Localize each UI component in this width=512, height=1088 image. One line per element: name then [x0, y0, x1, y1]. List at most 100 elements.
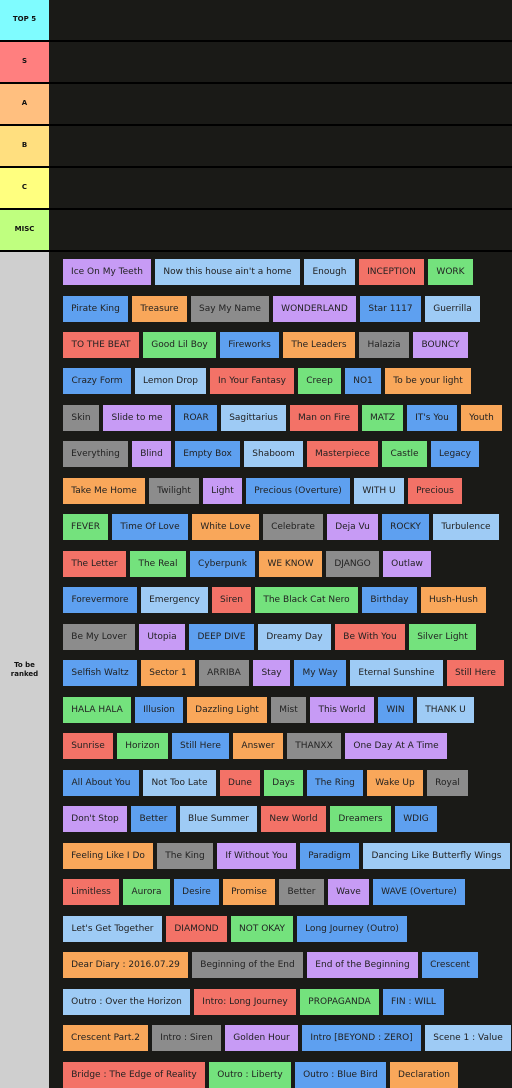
tier-drop-zone-s[interactable]: [51, 42, 512, 82]
tier-drop-zone-misc[interactable]: [51, 210, 512, 250]
song-chip-my-way[interactable]: My Way: [294, 660, 346, 686]
song-chip-fever[interactable]: FEVER: [63, 514, 108, 540]
song-chip-outlaw[interactable]: Outlaw: [383, 551, 431, 577]
song-chip-illusion[interactable]: Illusion: [135, 697, 183, 723]
song-chip-with-u[interactable]: WITH U: [354, 478, 404, 504]
song-chip-outro-over-the-horizon[interactable]: Outro : Over the Horizon: [63, 989, 190, 1015]
song-chip-aurora[interactable]: Aurora: [123, 879, 170, 905]
song-chip-answer[interactable]: Answer: [233, 733, 283, 759]
song-chip-pirate-king[interactable]: Pirate King: [63, 296, 128, 322]
song-chip-royal[interactable]: Royal: [427, 770, 468, 796]
song-chip-limitless[interactable]: Limitless: [63, 879, 119, 905]
song-chip-good-lil-boy[interactable]: Good Lil Boy: [143, 332, 216, 358]
song-chip-not-too-late[interactable]: Not Too Late: [143, 770, 216, 796]
song-chip-fin-will[interactable]: FIN : WILL: [383, 989, 444, 1015]
song-chip-better[interactable]: Better: [279, 879, 324, 905]
song-chip-dreamers[interactable]: Dreamers: [330, 806, 391, 832]
song-chip-matz[interactable]: MATZ: [362, 405, 403, 431]
song-chip-django[interactable]: DJANGO: [326, 551, 379, 577]
song-chip-don-t-stop[interactable]: Don't Stop: [63, 806, 127, 832]
song-chip-celebrate[interactable]: Celebrate: [263, 514, 323, 540]
song-chip-halazia[interactable]: Halazia: [359, 332, 409, 358]
song-chip-lemon-drop[interactable]: Lemon Drop: [135, 368, 206, 394]
song-chip-stay[interactable]: Stay: [253, 660, 290, 686]
song-chip-treasure[interactable]: Treasure: [132, 296, 187, 322]
song-chip-wave-overture[interactable]: WAVE (Overture): [373, 879, 465, 905]
song-chip-skin[interactable]: Skin: [63, 405, 99, 431]
song-chip-thanxx[interactable]: THANXX: [287, 733, 341, 759]
song-chip-sector-1[interactable]: Sector 1: [141, 660, 195, 686]
song-chip-not-okay[interactable]: NOT OKAY: [231, 916, 293, 942]
tier-drop-zone-top-5[interactable]: [51, 0, 512, 40]
song-chip-white-love[interactable]: White Love: [192, 514, 259, 540]
tier-label-s[interactable]: S: [0, 42, 49, 82]
song-chip-be-with-you[interactable]: Be With You: [335, 624, 405, 650]
song-chip-scene-1-value[interactable]: Scene 1 : Value: [425, 1025, 511, 1051]
song-chip-one-day-at-a-time[interactable]: One Day At A Time: [345, 733, 447, 759]
song-chip-horizon[interactable]: Horizon: [117, 733, 168, 759]
song-chip-dancing-like-butterfly-wings[interactable]: Dancing Like Butterfly Wings: [363, 843, 510, 869]
song-chip-paradigm[interactable]: Paradigm: [300, 843, 359, 869]
song-chip-legacy[interactable]: Legacy: [431, 441, 479, 467]
song-chip-selfish-waltz[interactable]: Selfish Waltz: [63, 660, 137, 686]
tier-label-b[interactable]: B: [0, 126, 49, 166]
song-chip-the-real[interactable]: The Real: [130, 551, 186, 577]
song-chip-creep[interactable]: Creep: [298, 368, 341, 394]
song-chip-better[interactable]: Better: [131, 806, 176, 832]
tier-drop-zone-a[interactable]: [51, 84, 512, 124]
song-chip-wonderland[interactable]: WONDERLAND: [273, 296, 356, 322]
song-chip-man-on-fire[interactable]: Man on Fire: [290, 405, 358, 431]
tier-drop-zone-c[interactable]: [51, 168, 512, 208]
song-chip-long-journey-outro[interactable]: Long Journey (Outro): [297, 916, 407, 942]
song-chip-turbulence[interactable]: Turbulence: [433, 514, 499, 540]
song-chip-ice-on-my-teeth[interactable]: Ice On My Teeth: [63, 259, 151, 285]
song-chip-mist[interactable]: Mist: [271, 697, 306, 723]
song-chip-golden-hour[interactable]: Golden Hour: [225, 1025, 298, 1051]
song-chip-the-leaders[interactable]: The Leaders: [283, 332, 355, 358]
song-chip-it-s-you[interactable]: IT's You: [407, 405, 457, 431]
song-chip-silver-light[interactable]: Silver Light: [409, 624, 476, 650]
song-chip-be-my-lover[interactable]: Be My Lover: [63, 624, 135, 650]
song-chip-precious[interactable]: Precious: [408, 478, 462, 504]
song-chip-desire[interactable]: Desire: [174, 879, 219, 905]
song-chip-rocky[interactable]: ROCKY: [382, 514, 429, 540]
song-chip-crazy-form[interactable]: Crazy Form: [63, 368, 131, 394]
song-chip-star-1117[interactable]: Star 1117: [360, 296, 421, 322]
song-chip-emergency[interactable]: Emergency: [141, 587, 208, 613]
song-chip-if-without-you[interactable]: If Without You: [217, 843, 296, 869]
song-chip-hush-hush[interactable]: Hush-Hush: [421, 587, 486, 613]
song-chip-sagittarius[interactable]: Sagittarius: [221, 405, 286, 431]
song-chip-promise[interactable]: Promise: [223, 879, 275, 905]
song-chip-beginning-of-the-end[interactable]: Beginning of the End: [192, 952, 303, 978]
song-chip-in-your-fantasy[interactable]: In Your Fantasy: [210, 368, 294, 394]
song-chip-enough[interactable]: Enough: [304, 259, 355, 285]
song-chip-shaboom[interactable]: Shaboom: [244, 441, 303, 467]
song-chip-bouncy[interactable]: BOUNCY: [413, 332, 468, 358]
song-chip-outro-blue-bird[interactable]: Outro : Blue Bird: [295, 1062, 386, 1088]
song-chip-the-king[interactable]: The King: [157, 843, 213, 869]
song-chip-birthday[interactable]: Birthday: [362, 587, 417, 613]
song-chip-this-world[interactable]: This World: [310, 697, 374, 723]
song-chip-dreamy-day[interactable]: Dreamy Day: [258, 624, 331, 650]
song-chip-still-here[interactable]: Still Here: [447, 660, 504, 686]
song-chip-bridge-the-edge-of-reality[interactable]: Bridge : The Edge of Reality: [63, 1062, 205, 1088]
song-chip-days[interactable]: Days: [264, 770, 303, 796]
song-chip-arriba[interactable]: ARRIBA: [199, 660, 249, 686]
song-chip-castle[interactable]: Castle: [382, 441, 427, 467]
song-chip-blind[interactable]: Blind: [132, 441, 171, 467]
song-chip-dune[interactable]: Dune: [220, 770, 260, 796]
song-chip-siren[interactable]: Siren: [212, 587, 251, 613]
song-chip-deep-dive[interactable]: DEEP DIVE: [189, 624, 254, 650]
tier-label-a[interactable]: A: [0, 84, 49, 124]
song-chip-crescent-part-2[interactable]: Crescent Part.2: [63, 1025, 148, 1051]
song-chip-propaganda[interactable]: PROPAGANDA: [300, 989, 379, 1015]
song-chip-all-about-you[interactable]: All About You: [63, 770, 139, 796]
tier-drop-zone-b[interactable]: [51, 126, 512, 166]
song-chip-let-s-get-together[interactable]: Let's Get Together: [63, 916, 162, 942]
song-chip-crescent[interactable]: Crescent: [422, 952, 478, 978]
song-chip-wdig[interactable]: WDIG: [395, 806, 437, 832]
song-chip-the-letter[interactable]: The Letter: [63, 551, 126, 577]
tier-label-to-be-ranked[interactable]: To be ranked: [0, 252, 49, 1088]
tier-label-top-5[interactable]: TOP 5: [0, 0, 49, 40]
song-chip-diamond[interactable]: DIAMOND: [166, 916, 227, 942]
